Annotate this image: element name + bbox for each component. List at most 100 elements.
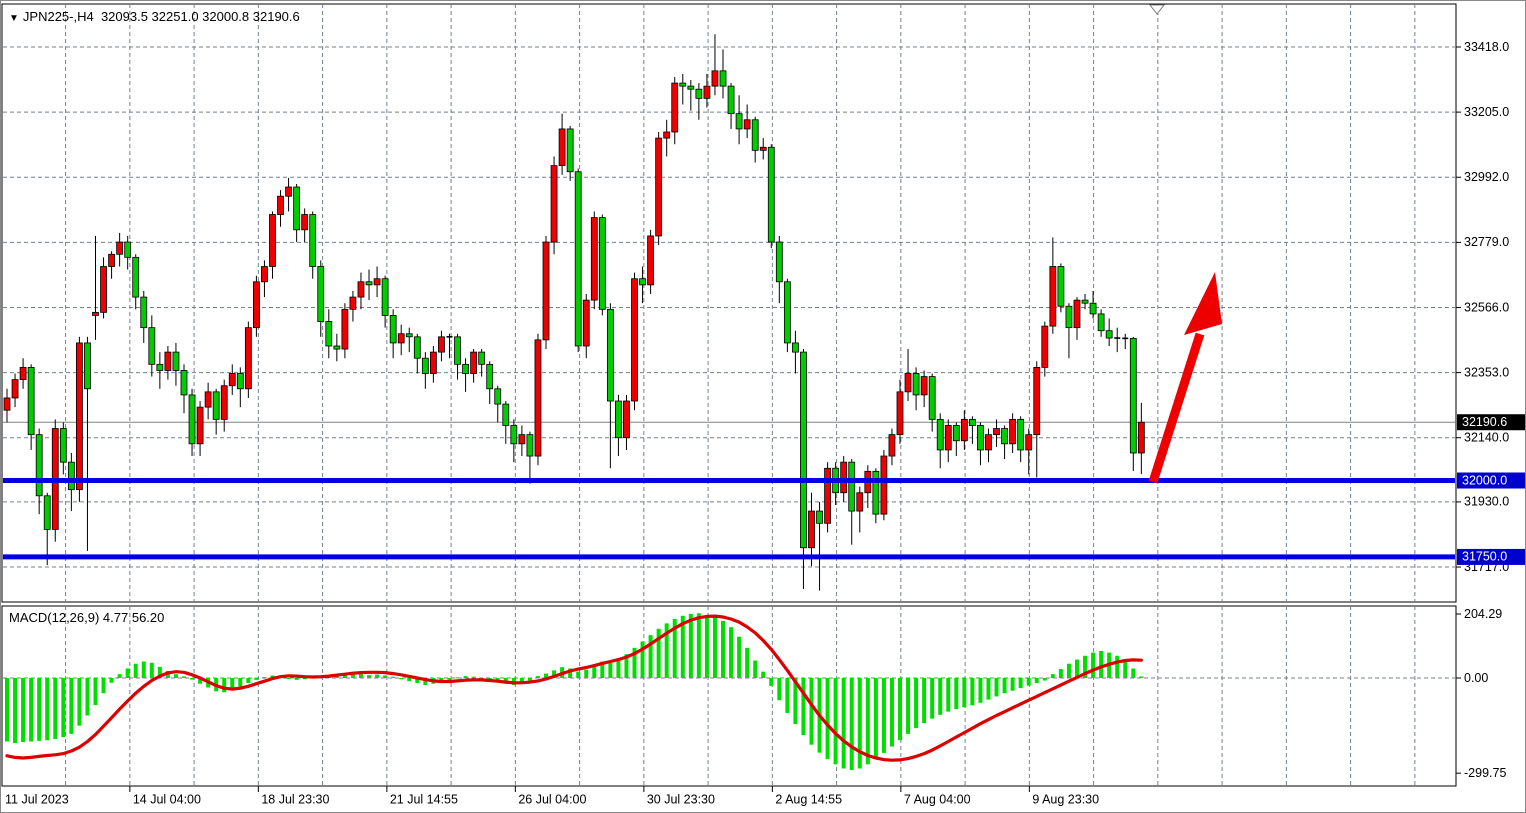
macd-hist-bar xyxy=(455,677,460,679)
macd-hist-bar xyxy=(262,677,267,679)
time-axis-scale[interactable] xyxy=(1,788,1457,812)
candle-bear xyxy=(293,186,301,231)
macd-hist-bar xyxy=(656,628,661,678)
candle-bear xyxy=(1065,305,1073,329)
macd-hist-bar xyxy=(761,671,766,678)
macd-hist-bar xyxy=(986,678,991,700)
candle-bull xyxy=(269,214,276,267)
macd-hist-bar xyxy=(1123,660,1128,678)
candle-bull xyxy=(108,253,115,267)
macd-hist-bar xyxy=(286,678,291,679)
macd-hist-bar xyxy=(471,676,476,678)
candle-bull xyxy=(277,195,284,215)
current-price-label: 32190.6 xyxy=(1462,415,1507,429)
macd-hist-bar xyxy=(1074,659,1079,678)
macd-hist-bar xyxy=(1002,678,1007,694)
candle-bull xyxy=(220,385,228,420)
candle-bear xyxy=(783,281,791,344)
candle-bear xyxy=(687,85,695,90)
macd-hist-bar xyxy=(246,678,251,684)
candle-bear xyxy=(1057,266,1065,307)
candle-bear xyxy=(84,342,91,390)
macd-plot-area[interactable] xyxy=(3,606,1456,786)
macd-hist-bar xyxy=(1058,669,1063,678)
candle-bear xyxy=(494,388,502,405)
trend-arrow-shaft[interactable] xyxy=(1148,332,1205,484)
candle-bear xyxy=(848,461,856,512)
candle-bull xyxy=(534,339,542,457)
macd-hist-bar xyxy=(463,676,468,678)
candle-bull xyxy=(92,311,99,316)
time-tick-label: 11 Jul 2023 xyxy=(5,792,69,806)
macd-hist-bar xyxy=(721,620,726,678)
main-plot-area[interactable] xyxy=(1,4,1456,602)
macd-hist-bar xyxy=(664,623,669,678)
candle-bear xyxy=(478,351,486,365)
price-tick-label: 31930.0 xyxy=(1464,495,1509,509)
macd-signal-line xyxy=(5,614,1143,762)
macd-hist-bar xyxy=(568,668,573,678)
macd-hist-bar xyxy=(696,613,701,678)
candle-bull xyxy=(518,434,526,445)
macd-hist-bar xyxy=(1050,674,1055,678)
candle-bear xyxy=(952,425,960,442)
candle-bull xyxy=(840,461,848,494)
macd-hist-bar xyxy=(294,678,299,680)
macd-hist-bar xyxy=(672,618,677,678)
trend-arrow-head[interactable] xyxy=(1184,272,1222,335)
macd-tick-label: -299.75 xyxy=(1464,766,1506,780)
candle-bull xyxy=(1049,266,1057,327)
candle-bear xyxy=(615,400,622,439)
macd-hist-bar xyxy=(865,678,870,765)
macd-hist-bar xyxy=(680,615,685,678)
candle-bull xyxy=(904,373,912,393)
candle-bear xyxy=(1097,313,1105,332)
symbol-dropdown-icon[interactable]: ▼ xyxy=(9,13,19,24)
price-axis[interactable]: 33418.0 33205.0 32992.0 32779.0 32566.0 32353… xyxy=(1456,40,1526,780)
macd-hist-bar xyxy=(889,678,894,747)
candle-bull xyxy=(100,266,107,313)
candle-bull xyxy=(19,366,27,381)
price-axis-scale[interactable] xyxy=(1457,1,1525,787)
macd-hist-bar xyxy=(704,615,709,678)
candle-bull xyxy=(558,128,566,167)
time-axis[interactable]: 11 Jul 2023 14 Jul 04:00 18 Jul 23:30 21 Ju… xyxy=(5,786,1099,806)
candle-bull xyxy=(1009,418,1017,445)
macd-pane[interactable] xyxy=(1,605,1457,787)
support-price-label: 32000.0 xyxy=(1462,473,1507,487)
macd-hist-bar xyxy=(793,678,798,725)
macd-hist-bar xyxy=(21,678,26,743)
candle-bull xyxy=(357,281,365,298)
candle-bull xyxy=(944,425,952,451)
macd-hist-bar xyxy=(53,678,58,739)
candle-bull xyxy=(196,406,204,445)
candle-bull xyxy=(116,241,124,255)
candle-bull xyxy=(896,391,904,436)
macd-hist-bar xyxy=(552,670,557,678)
macd-hist-bar xyxy=(825,678,830,759)
macd-hist-bar xyxy=(809,678,814,745)
candle-bull xyxy=(1025,434,1033,451)
candle-bear xyxy=(188,394,196,445)
macd-hist-bar xyxy=(777,678,782,701)
macd-hist-bar xyxy=(254,678,259,680)
candle-bear xyxy=(751,119,759,151)
candle-bear xyxy=(1081,299,1089,304)
time-tick-label: 30 Jul 23:30 xyxy=(647,792,715,806)
macd-tick-label: 204.29 xyxy=(1464,607,1502,621)
macd-hist-bar xyxy=(29,678,34,742)
macd-hist-bar xyxy=(881,678,886,753)
candle-bull xyxy=(550,165,558,243)
chart-shift-marker-icon[interactable] xyxy=(1148,4,1166,15)
macd-hist-bar xyxy=(712,617,717,678)
candle-bull xyxy=(261,266,268,283)
macd-hist-bar xyxy=(616,660,621,678)
candle-bull xyxy=(1033,366,1041,436)
macd-hist-bar xyxy=(77,678,82,726)
macd-hist-bar xyxy=(1083,655,1088,678)
macd-hist-bar xyxy=(906,678,911,734)
macd-hist-bar xyxy=(101,678,106,694)
macd-hist-bar xyxy=(946,678,951,712)
macd-hist-bar xyxy=(640,641,645,678)
